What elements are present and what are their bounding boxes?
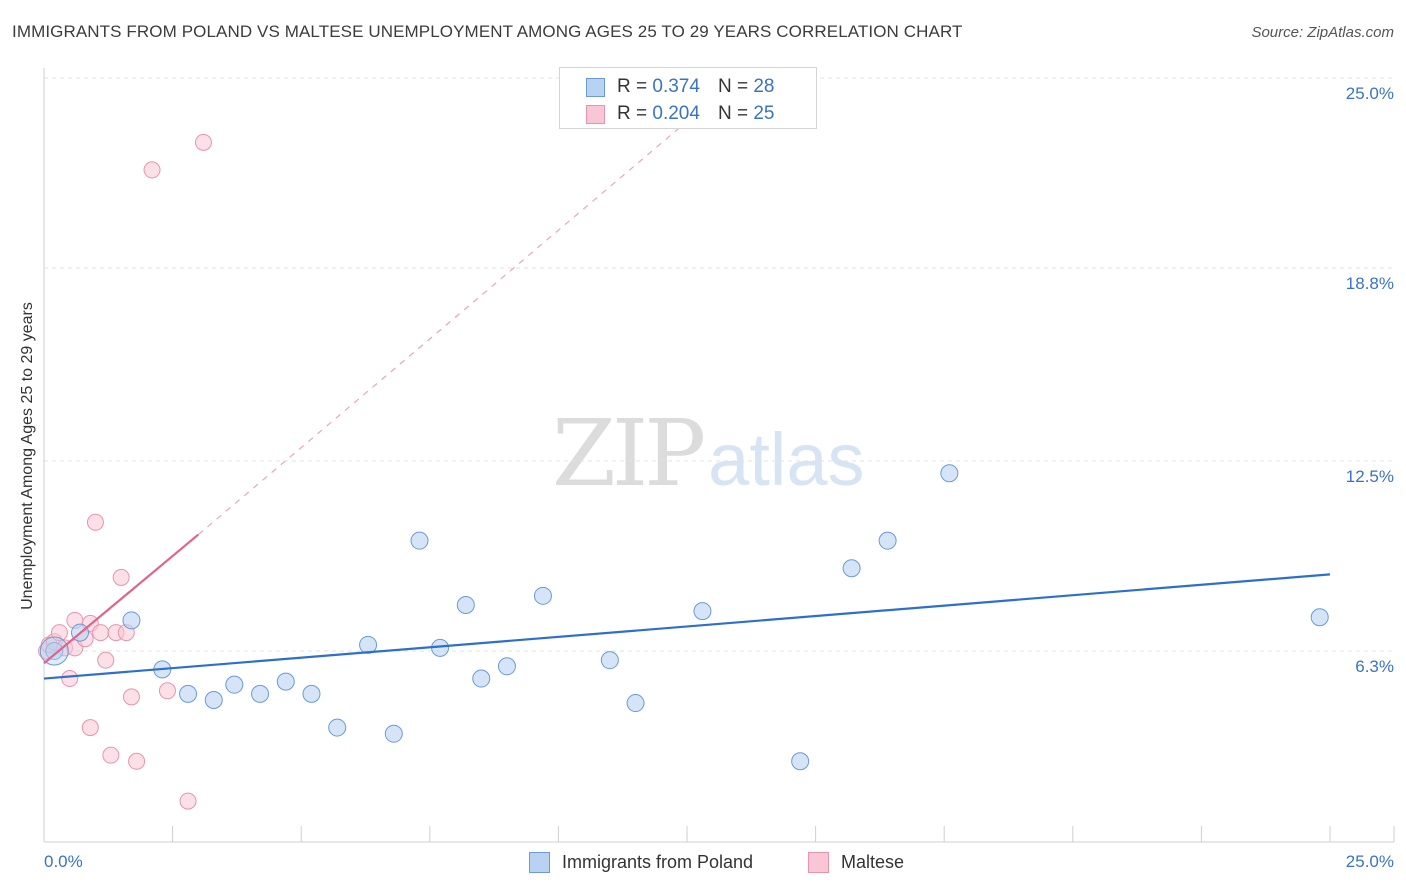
point-poland <box>328 718 347 737</box>
x-tick-label-max: 25.0% <box>1345 852 1394 871</box>
point-poland <box>45 641 64 660</box>
point-maltese <box>61 670 79 688</box>
y-tick-label: 18.8% <box>1345 273 1394 293</box>
point-poland <box>472 669 491 688</box>
point-maltese <box>122 688 140 706</box>
x-tick-label-min: 0.0% <box>44 852 83 871</box>
point-poland <box>878 531 897 550</box>
point-maltese <box>92 624 110 642</box>
correlation-legend: R = 0.374 N = 28 R = 0.204 N = 25 <box>559 67 817 129</box>
point-maltese <box>102 746 120 764</box>
point-maltese <box>81 719 99 737</box>
point-poland <box>225 675 244 694</box>
trend-line-maltese-extended <box>197 77 739 535</box>
legend-n-value-maltese: 25 <box>753 103 775 124</box>
series-legend: Immigrants from Poland Maltese <box>0 852 1406 876</box>
source-note: Source: ZipAtlas.com <box>1251 24 1394 41</box>
legend-n-label: N = <box>717 103 749 124</box>
point-poland <box>600 651 619 670</box>
point-poland <box>1310 608 1329 627</box>
trend-line-maltese <box>43 533 200 665</box>
point-poland <box>302 684 321 703</box>
chart-title: IMMIGRANTS FROM POLAND VS MALTESE UNEMPL… <box>12 22 963 41</box>
point-poland <box>456 596 475 615</box>
point-maltese <box>112 568 130 586</box>
point-poland <box>122 611 141 630</box>
point-poland <box>497 657 516 676</box>
legend-swatch-poland <box>586 77 605 97</box>
point-maltese <box>158 682 176 700</box>
legend-r-value-maltese: 0.204 <box>652 103 700 124</box>
legend-item-poland: Immigrants from Poland <box>529 852 753 873</box>
point-poland <box>842 559 861 578</box>
point-poland <box>410 531 429 550</box>
y-tick-label: 25.0% <box>1345 84 1394 103</box>
point-poland <box>276 672 295 691</box>
watermark: ZIPatlas <box>552 400 864 507</box>
legend-swatch-poland <box>529 852 550 873</box>
legend-n-value-poland: 28 <box>753 76 775 97</box>
y-tick-label: 12.5% <box>1345 467 1394 486</box>
point-maltese <box>194 133 212 151</box>
point-poland <box>626 694 645 713</box>
legend-r-label: R = <box>617 103 648 124</box>
point-poland <box>940 464 959 483</box>
y-tick-label: 6.3% <box>1355 656 1394 676</box>
legend-swatch-maltese <box>808 852 829 873</box>
point-poland <box>251 684 270 703</box>
legend-r-label: R = <box>617 76 648 97</box>
point-poland <box>179 684 198 703</box>
legend-item-maltese: Maltese <box>808 852 904 873</box>
legend-n-label: N = <box>717 76 749 97</box>
point-poland <box>533 586 552 605</box>
point-maltese <box>97 651 115 669</box>
point-maltese <box>179 792 197 810</box>
point-maltese <box>86 513 104 531</box>
legend-swatch-maltese <box>586 104 605 124</box>
point-poland <box>693 602 712 621</box>
legend-row-maltese: R = 0.204 N = 25 <box>586 102 774 126</box>
point-maltese <box>143 161 161 179</box>
legend-label-maltese: Maltese <box>841 852 905 872</box>
watermark-zip: ZIP <box>552 400 706 507</box>
y-axis-label: Unemployment Among Ages 25 to 29 years <box>19 302 36 610</box>
point-poland <box>791 752 810 771</box>
legend-label-poland: Immigrants from Poland <box>562 852 754 872</box>
legend-r-value-poland: 0.374 <box>652 76 700 97</box>
legend-row-poland: R = 0.374 N = 28 <box>586 75 774 99</box>
point-poland-large <box>39 636 69 666</box>
point-maltese <box>128 752 146 770</box>
point-poland <box>204 690 223 709</box>
point-poland <box>384 724 403 743</box>
watermark-atlas: atlas <box>708 418 865 501</box>
trend-line-poland <box>43 573 1331 680</box>
